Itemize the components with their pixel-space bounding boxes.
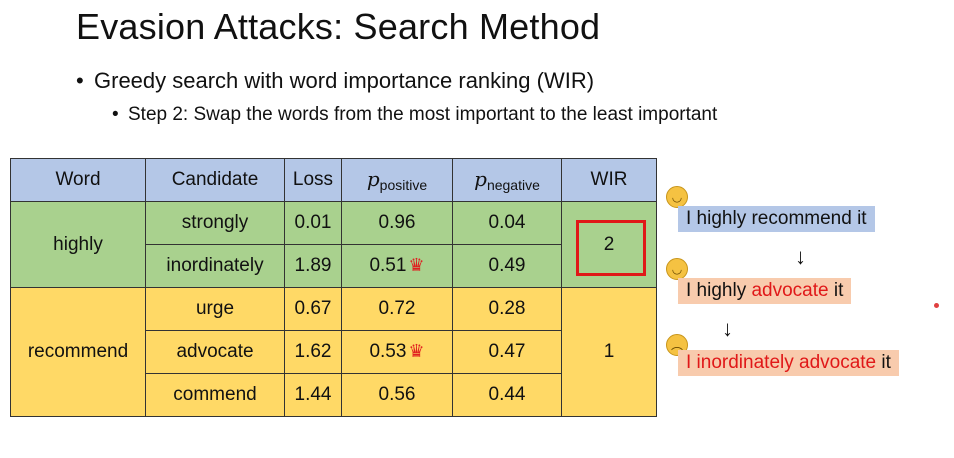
wir-cell: 1	[561, 287, 657, 417]
p-positive-cell: 0.56	[341, 373, 453, 417]
p-negative-cell: 0.28	[452, 287, 562, 331]
p-positive-subscript: positive	[379, 177, 428, 193]
header-loss: Loss	[284, 158, 342, 202]
sentence-original: I highly recommend it	[678, 206, 875, 232]
p-positive-value: 0.51	[369, 255, 407, 276]
candidate-cell: advocate	[145, 330, 285, 374]
header-p-negative: pnegative	[452, 158, 562, 202]
bullet-sub-text: Step 2: Swap the words from the most imp…	[128, 104, 718, 125]
down-arrow-icon: ↓	[795, 244, 806, 269]
candidate-cell: strongly	[145, 201, 285, 245]
word-cell: recommend	[10, 287, 146, 417]
crown-icon: ♛	[408, 341, 425, 361]
swapped-words: I inordinately advocate	[686, 352, 877, 373]
loss-cell: 1.62	[284, 330, 342, 374]
p-positive-cell: 0.51 ♛	[341, 244, 453, 288]
bullet-dot: •	[112, 104, 119, 125]
p-positive-cell: 0.53 ♛	[341, 330, 453, 374]
p-negative-cell: 0.47	[452, 330, 562, 374]
table-row: advocate 1.62 0.53 ♛ 0.47	[11, 330, 657, 374]
p-negative-cell: 0.49	[452, 244, 562, 288]
word-cell: highly	[10, 201, 146, 288]
p-positive-cell: 0.96	[341, 201, 453, 245]
header-wir: WIR	[561, 158, 657, 202]
p-positive-value: 0.53	[369, 341, 407, 362]
laser-pointer-dot	[934, 303, 939, 308]
loss-cell: 0.67	[284, 287, 342, 331]
down-arrow-icon: ↓	[722, 316, 733, 341]
p-symbol: p	[474, 167, 487, 191]
loss-cell: 1.89	[284, 244, 342, 288]
sentence-step1: I highly advocate it	[678, 278, 852, 304]
slide-title: Evasion Attacks: Search Method	[76, 6, 601, 47]
table-header-row: Word Candidate Loss ppositive pnegative …	[10, 158, 657, 202]
smiley-icon: ◡	[666, 186, 688, 208]
candidate-cell: inordinately	[145, 244, 285, 288]
candidate-cell: commend	[145, 373, 285, 417]
swapped-word: advocate	[751, 280, 829, 301]
bullet-main-text: Greedy search with word importance ranki…	[94, 68, 595, 93]
loss-cell: 1.44	[284, 373, 342, 417]
header-candidate: Candidate	[145, 158, 285, 202]
table-row: commend 1.44 0.56 0.44	[11, 373, 657, 417]
table-row: inordinately 1.89 0.51 ♛ 0.49	[11, 244, 657, 288]
table-row: highly strongly 0.01 0.96 0.04 2	[10, 201, 657, 288]
sentence-text: I highly	[686, 280, 752, 301]
sentence-step2: I inordinately advocate it	[678, 350, 899, 376]
p-negative-cell: 0.44	[452, 373, 562, 417]
p-positive-cell: 0.72	[341, 287, 453, 331]
p-negative-subscript: negative	[486, 177, 540, 193]
smiley-icon: ◡	[666, 258, 688, 280]
sentence-text: it	[876, 352, 891, 373]
header-p-positive: ppositive	[341, 158, 453, 202]
candidate-cell: urge	[145, 287, 285, 331]
bullet-sub: • Step 2: Swap the words from the most im…	[112, 104, 717, 126]
loss-cell: 0.01	[284, 201, 342, 245]
header-word: Word	[10, 158, 146, 202]
p-symbol: p	[366, 167, 380, 191]
table-row: recommend urge 0.67 0.72 0.28 1	[10, 287, 657, 417]
bullet-dot: •	[76, 68, 84, 93]
p-negative-cell: 0.04	[452, 201, 562, 245]
crown-icon: ♛	[408, 255, 425, 275]
bullet-main: • Greedy search with word importance rank…	[76, 68, 594, 94]
sentence-text: it	[828, 280, 844, 301]
wir-highlight-box	[576, 220, 646, 276]
wir-table: Word Candidate Loss ppositive pnegative …	[10, 158, 657, 417]
